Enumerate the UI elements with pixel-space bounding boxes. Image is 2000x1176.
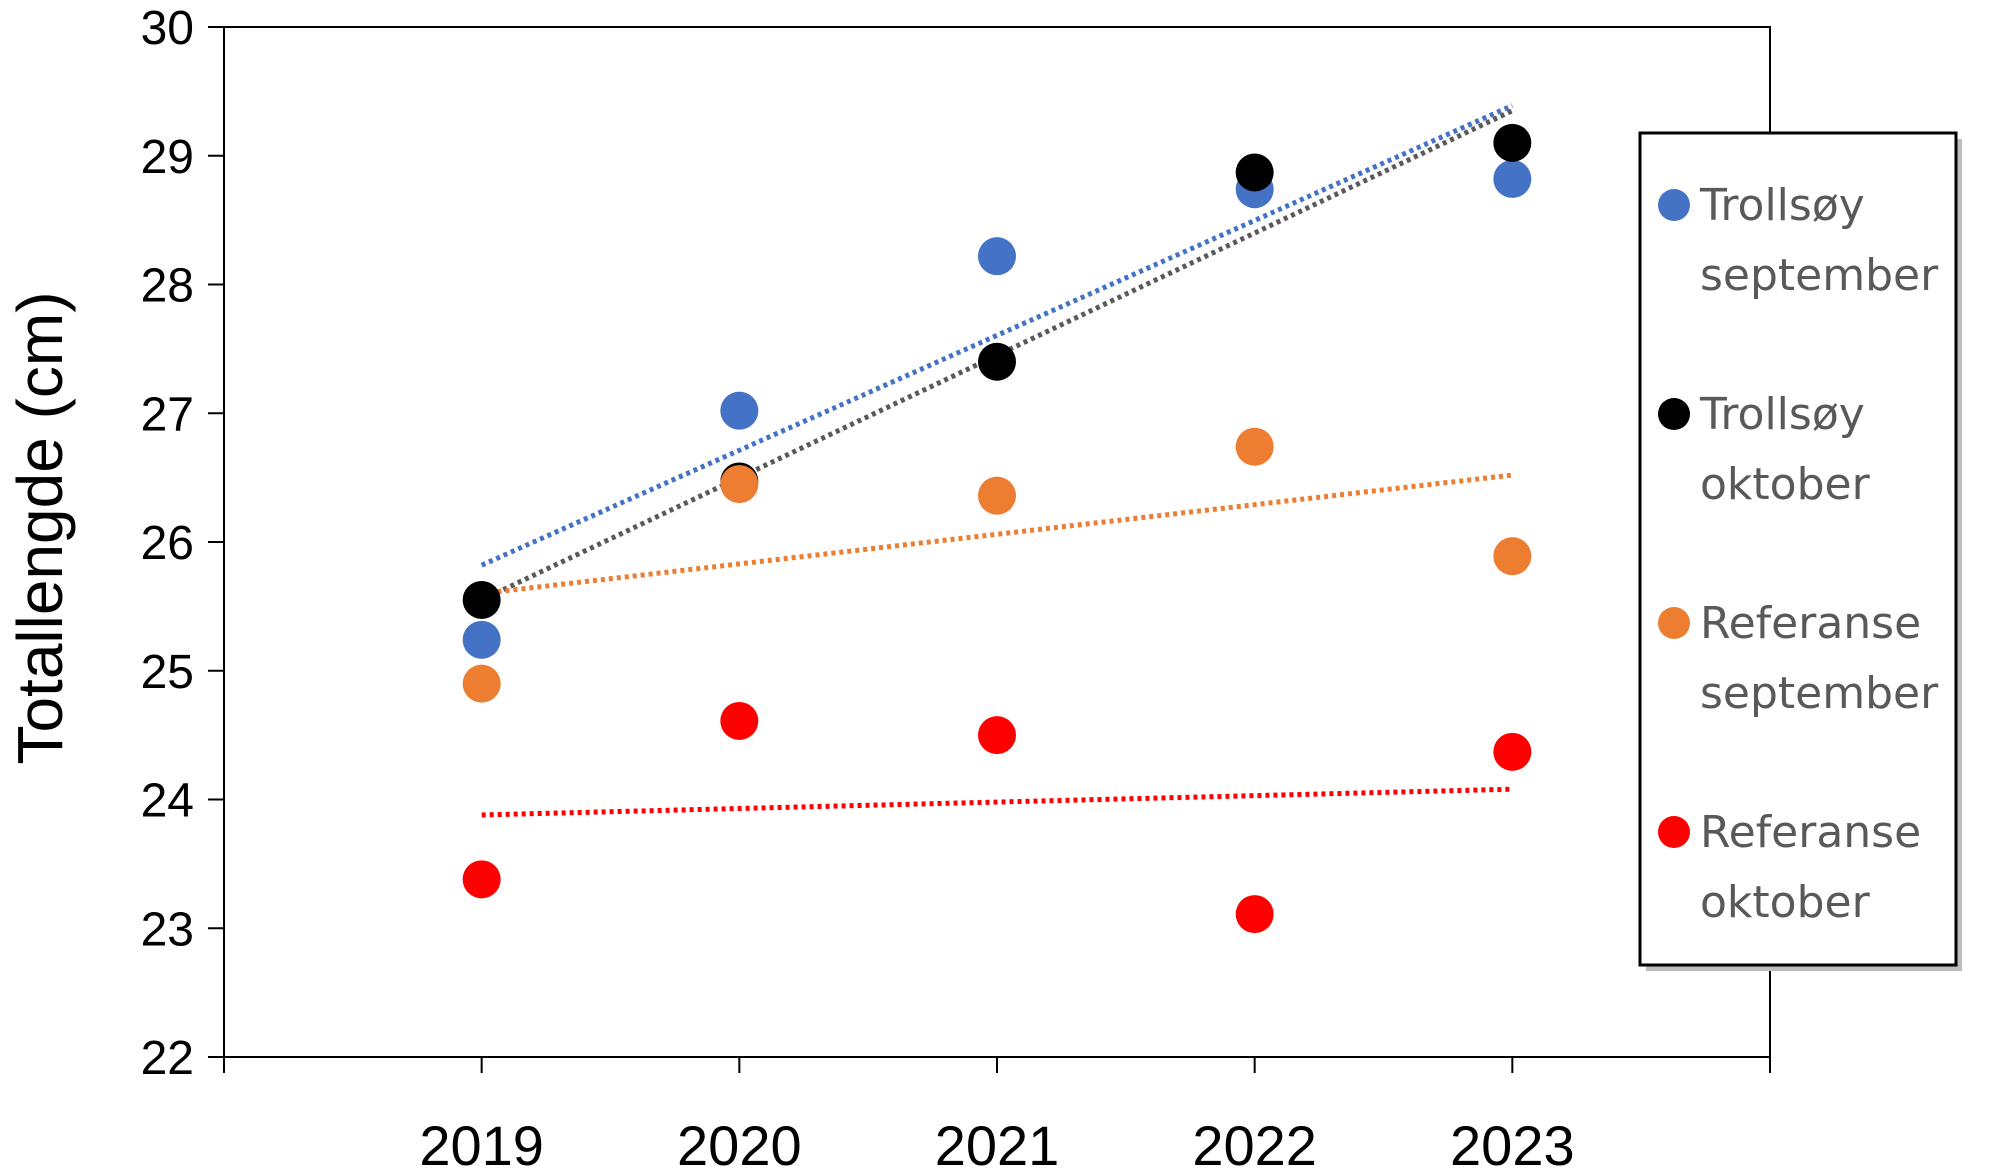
x-axis: 2019 2020 2021 2022 2023 (223, 1057, 1771, 1176)
legend-label: Referanse (1700, 598, 1921, 649)
legend-marker (1658, 398, 1690, 430)
data-point (1235, 427, 1274, 466)
y-tick-label: 28 (141, 260, 194, 313)
x-tick-label: 2022 (1192, 1114, 1317, 1176)
x-tick-label: 2019 (419, 1114, 544, 1176)
data-point (978, 476, 1016, 515)
legend-label: oktober (1700, 459, 1871, 510)
data-point (1235, 895, 1274, 934)
data-point (978, 237, 1016, 276)
legend-marker (1658, 816, 1690, 848)
y-tick-label: 27 (141, 388, 194, 441)
trendline (481, 786, 1513, 818)
legend-label: Referanse (1700, 807, 1921, 858)
data-point (978, 342, 1016, 381)
data-point (1235, 153, 1274, 192)
legend: Trollsøy september Trollsøy oktober Referans… (1638, 131, 1962, 971)
legend-label: september (1700, 250, 1939, 301)
y-tick-label: 25 (141, 646, 194, 699)
trendlines (480, 103, 1514, 818)
legend-marker (1658, 189, 1690, 221)
data-point (978, 716, 1016, 755)
data-point (462, 580, 501, 619)
data-point (1493, 537, 1532, 576)
y-tick-label: 30 (141, 2, 194, 55)
y-tick-label: 24 (141, 775, 194, 828)
plot-area (223, 26, 1771, 1058)
data-point (462, 620, 501, 659)
y-tick-label: 29 (141, 131, 194, 184)
x-tick-label: 2021 (935, 1114, 1060, 1176)
data-point (720, 701, 759, 740)
legend-label: september (1700, 668, 1939, 719)
legend-box (1638, 131, 1958, 967)
trendline (481, 472, 1513, 596)
data-point (720, 391, 759, 430)
legend-label: oktober (1700, 877, 1871, 928)
x-tick-label: 2020 (677, 1114, 802, 1176)
y-axis-label: Totallengde (cm) (4, 291, 76, 764)
data-point (1493, 159, 1532, 198)
y-axis: 22 23 24 25 26 27 28 29 30 (141, 2, 224, 1085)
legend-label: Trollsøy (1699, 180, 1865, 231)
data-points (462, 123, 1532, 934)
plot-border (223, 26, 1771, 1058)
legend-marker (1658, 607, 1690, 639)
data-point (462, 664, 501, 703)
data-point (720, 465, 759, 504)
y-tick-label: 26 (141, 517, 194, 570)
y-tick-label: 23 (141, 903, 194, 956)
data-point (1493, 123, 1532, 162)
data-point (1493, 732, 1532, 771)
data-point (462, 860, 501, 899)
y-tick-label: 22 (141, 1032, 194, 1085)
x-tick-label: 2023 (1450, 1114, 1575, 1176)
legend-label: Trollsøy (1699, 389, 1865, 440)
